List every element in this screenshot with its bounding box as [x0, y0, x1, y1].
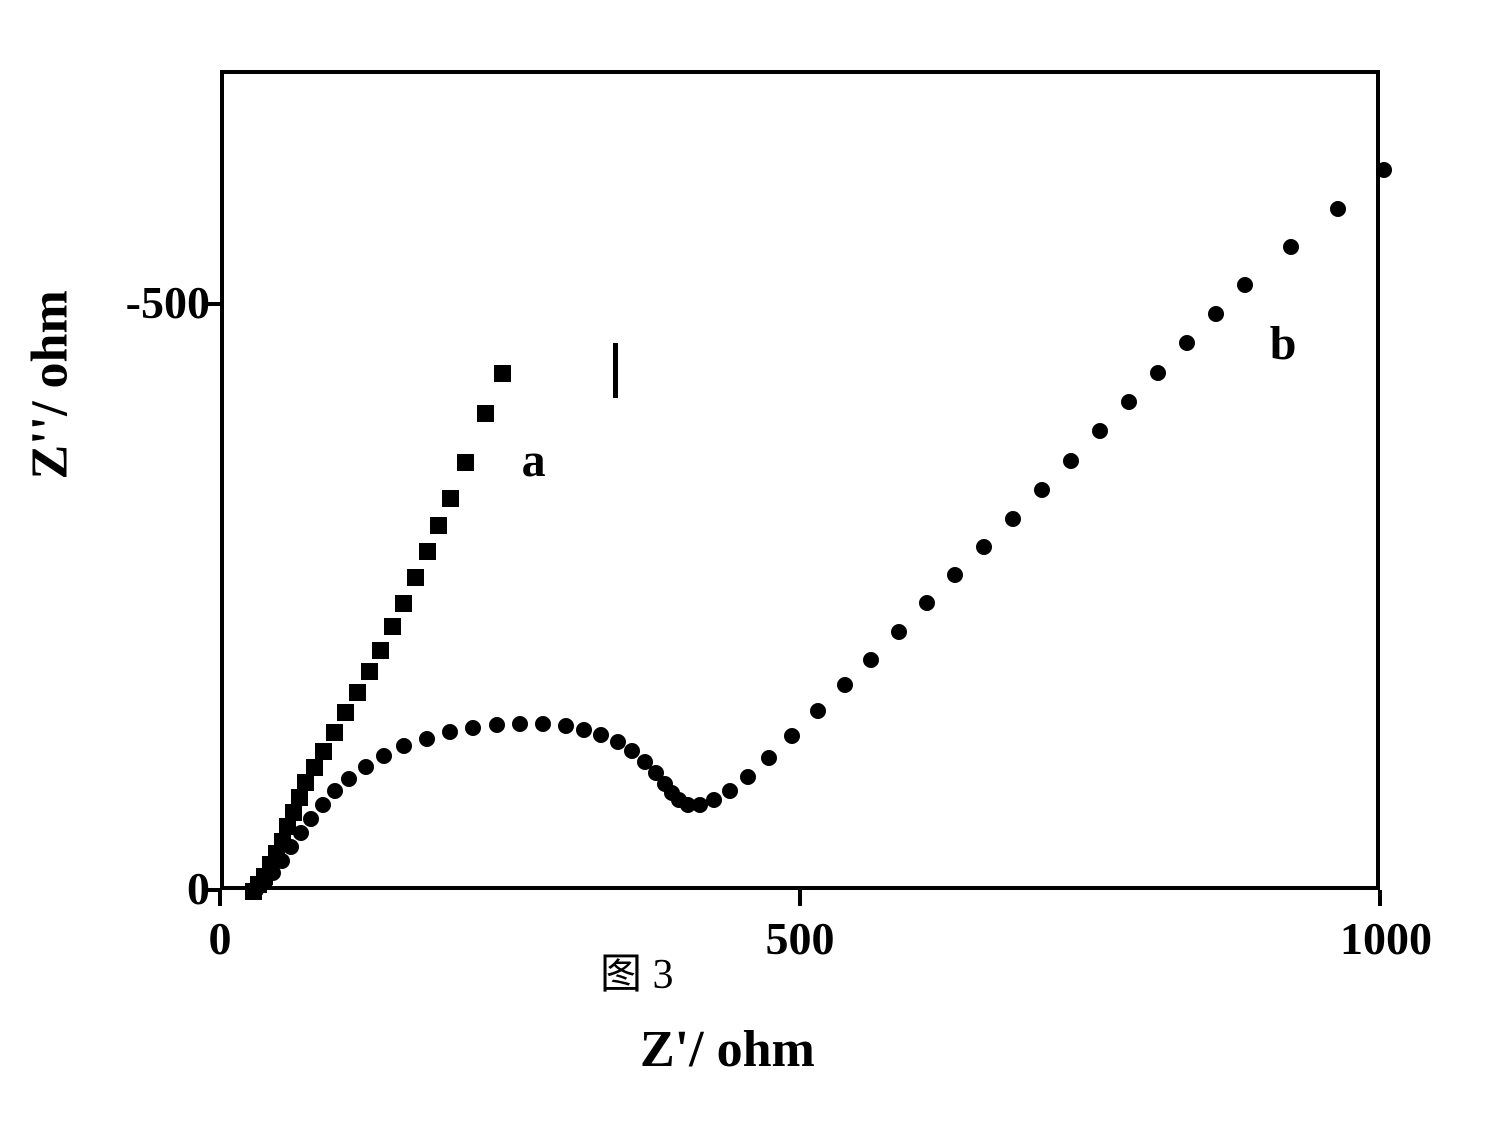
- data-point-b: [722, 783, 738, 799]
- vertical-mark: [613, 343, 618, 398]
- data-point-a: [315, 743, 332, 760]
- data-point-b: [1092, 423, 1108, 439]
- data-point-b: [740, 769, 756, 785]
- data-point-b: [512, 716, 528, 732]
- y-tick-label: -500: [126, 276, 210, 329]
- data-point-a: [407, 569, 424, 586]
- data-point-b: [593, 727, 609, 743]
- x-tick-mark: [798, 890, 802, 906]
- data-point-b: [376, 748, 392, 764]
- data-point-b: [1121, 394, 1137, 410]
- plot-area: [220, 70, 1380, 890]
- data-point-a: [384, 618, 401, 635]
- data-point-b: [947, 567, 963, 583]
- x-axis-label: Z'/ ohm: [640, 1020, 815, 1079]
- data-point-b: [327, 783, 343, 799]
- data-point-b: [784, 728, 800, 744]
- data-point-b: [293, 825, 309, 841]
- data-point-b: [1330, 201, 1346, 217]
- data-point-b: [396, 738, 412, 754]
- series-label-b: b: [1270, 316, 1297, 371]
- data-point-b: [761, 750, 777, 766]
- y-axis-label: Z''/ ohm: [21, 290, 80, 479]
- data-point-a: [457, 454, 474, 471]
- series-label-a: a: [522, 433, 546, 488]
- x-tick-mark: [1378, 890, 1382, 906]
- data-point-b: [341, 771, 357, 787]
- data-point-b: [863, 652, 879, 668]
- x-tick-label: 1000: [1340, 912, 1420, 965]
- x-tick-label: 500: [760, 912, 840, 965]
- data-point-a: [326, 724, 343, 741]
- figure-label: 图 3: [600, 940, 674, 1001]
- data-point-b: [315, 797, 331, 813]
- data-point-b: [576, 722, 592, 738]
- data-point-b: [465, 720, 481, 736]
- data-point-a: [349, 684, 366, 701]
- y-tick-label: 0: [187, 862, 210, 915]
- data-point-b: [1150, 365, 1166, 381]
- data-point-b: [303, 811, 319, 827]
- data-point-b: [358, 759, 374, 775]
- data-point-a: [297, 774, 314, 791]
- data-point-b: [919, 595, 935, 611]
- data-point-b: [706, 792, 722, 808]
- data-point-b: [558, 718, 574, 734]
- data-point-a: [442, 490, 459, 507]
- data-point-b: [810, 703, 826, 719]
- data-point-a: [306, 759, 323, 776]
- data-point-b: [535, 716, 551, 732]
- data-point-b: [976, 539, 992, 555]
- data-point-a: [372, 642, 389, 659]
- data-point-a: [395, 595, 412, 612]
- data-point-b: [1005, 511, 1021, 527]
- data-point-b: [1283, 239, 1299, 255]
- x-tick-label: 0: [180, 912, 260, 965]
- data-point-b: [1376, 162, 1392, 178]
- x-tick-mark: [218, 890, 222, 906]
- data-point-b: [891, 624, 907, 640]
- nyquist-plot: Z''/ ohm Z'/ ohm 050010000-500 ab图 3: [60, 30, 1460, 1110]
- data-point-b: [274, 853, 290, 869]
- data-point-b: [1179, 335, 1195, 351]
- data-point-a: [337, 704, 354, 721]
- data-point-a: [291, 789, 308, 806]
- data-point-a: [430, 517, 447, 534]
- data-point-b: [283, 839, 299, 855]
- data-point-b: [442, 724, 458, 740]
- data-point-b: [1208, 306, 1224, 322]
- data-point-b: [837, 677, 853, 693]
- data-point-a: [477, 405, 494, 422]
- data-point-b: [489, 717, 505, 733]
- data-point-b: [1034, 482, 1050, 498]
- data-point-a: [419, 543, 436, 560]
- data-point-b: [1063, 453, 1079, 469]
- data-point-b: [419, 731, 435, 747]
- data-point-a: [494, 365, 511, 382]
- data-point-b: [1237, 277, 1253, 293]
- data-point-a: [361, 663, 378, 680]
